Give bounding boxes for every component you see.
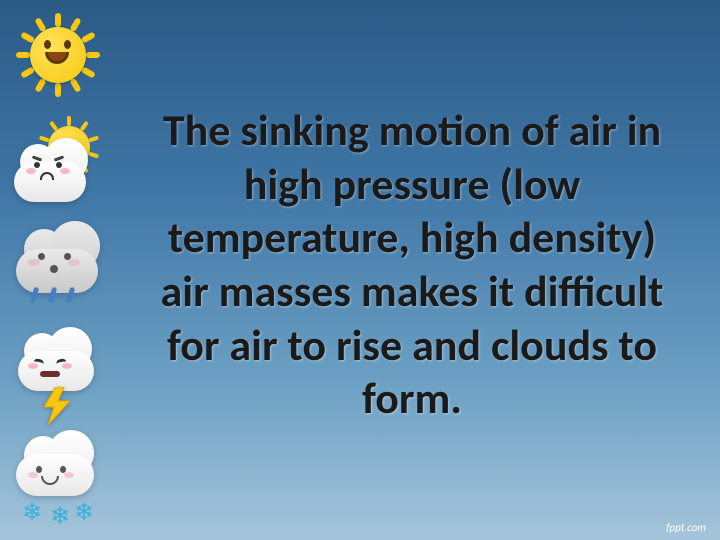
footer-attribution: fppt.com bbox=[666, 521, 706, 534]
rain-cloud-icon bbox=[8, 225, 108, 315]
snow-cloud-icon: ❄❄❄ bbox=[8, 440, 108, 530]
slide-container: ❄❄❄ The sinking motion of air in high pr… bbox=[0, 0, 720, 540]
body-text: The sinking motion of air in high pressu… bbox=[140, 104, 684, 426]
storm-cloud-icon bbox=[8, 333, 108, 423]
sun-cloud-angry-icon bbox=[8, 118, 108, 208]
content-area: The sinking motion of air in high pressu… bbox=[130, 0, 720, 540]
weather-icon-column: ❄❄❄ bbox=[0, 0, 130, 540]
sun-happy-icon bbox=[8, 10, 108, 100]
